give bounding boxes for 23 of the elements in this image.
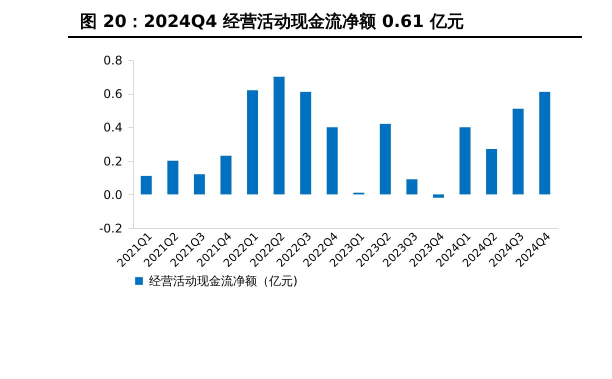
bar (274, 76, 285, 194)
bar (167, 160, 178, 194)
y-tick-label: 0.8 (103, 54, 122, 68)
legend-label: 经营活动现金流净额（亿元) (149, 274, 298, 288)
y-tick-label: 0.4 (103, 120, 122, 135)
bar (539, 92, 550, 194)
bar (460, 127, 471, 194)
y-tick-label: 0.0 (103, 188, 122, 202)
bar (432, 194, 444, 198)
bar (220, 156, 232, 194)
bar (300, 92, 312, 194)
bar (380, 124, 391, 194)
y-tick-label: -0.2 (99, 222, 122, 236)
bar (326, 127, 338, 194)
y-tick-label: 0.6 (103, 87, 122, 102)
bar (194, 174, 205, 194)
bar (486, 149, 498, 194)
chart-title: 图 20：2024Q4 经营活动现金流净额 0.61 亿元 (68, 0, 582, 38)
y-tick-label: 0.2 (103, 154, 122, 168)
bar (512, 108, 524, 194)
bar (406, 179, 418, 194)
bar (140, 176, 152, 194)
bar (247, 90, 258, 194)
